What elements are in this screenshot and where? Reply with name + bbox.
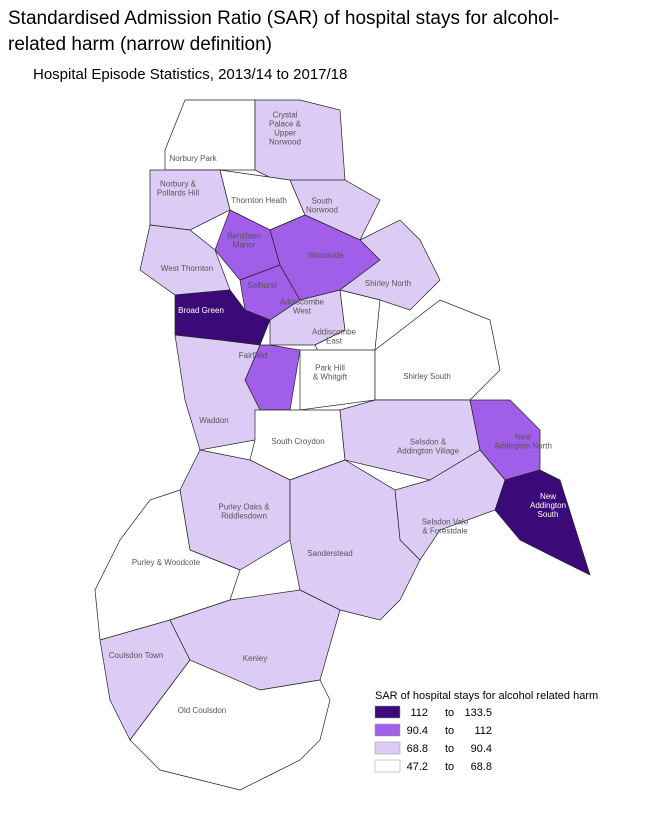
legend-swatch	[374, 705, 401, 719]
legend-connector: to	[445, 725, 454, 737]
ward-label: Addiscombe	[312, 328, 357, 337]
legend-title: SAR of hospital stays for alcohol relate…	[375, 690, 598, 702]
ward-label: Norwood	[269, 138, 301, 147]
ward	[374, 299, 501, 401]
ward	[139, 224, 231, 296]
legend-to: 133.5	[464, 707, 492, 719]
ward-label: Coulsdon Town	[109, 651, 164, 660]
ward-label: Sanderstead	[307, 549, 352, 558]
ward-label: Purley & Woodcote	[132, 558, 201, 567]
title-line: related harm (narrow definition)	[8, 34, 272, 55]
ward-label: Pollards Hill	[157, 189, 199, 198]
ward-label: Fairfield	[239, 351, 267, 360]
ward-label: New	[540, 492, 556, 501]
ward	[149, 169, 231, 231]
ward-label: South Croydon	[271, 437, 324, 446]
subtitle: Hospital Episode Statistics, 2013/14 to …	[33, 66, 347, 83]
ward-label: South	[312, 197, 333, 206]
ward-label: Norbury Park	[169, 154, 217, 163]
ward-label: East	[326, 337, 343, 346]
ward-label: Bensham	[227, 232, 261, 241]
ward-label: West Thornton	[161, 264, 213, 273]
ward-label: Old Coulsdon	[178, 706, 226, 715]
ward-label: Riddlesdown	[221, 512, 267, 521]
ward-label: Selsdon &	[410, 438, 447, 447]
ward-label: & Forestdale	[422, 527, 468, 536]
legend-to: 68.8	[471, 761, 492, 773]
legend-swatch	[374, 759, 401, 773]
ward-label: Thornton Heath	[231, 196, 287, 205]
title-line: Standardised Admission Ratio (SAR) of ho…	[8, 8, 559, 29]
ward-label: Manor	[233, 241, 256, 250]
legend-from: 68.8	[407, 743, 428, 755]
ward-label: West	[293, 307, 312, 316]
legend-from: 90.4	[407, 725, 428, 737]
ward-label: Broad Green	[178, 306, 224, 315]
ward-label: Purley Oaks &	[218, 503, 270, 512]
legend-swatch	[374, 723, 401, 737]
ward-label: New	[515, 433, 531, 442]
legend-to: 112	[474, 725, 492, 737]
ward-label: Upper	[274, 129, 296, 138]
legend: 112 to 133.5 90.4 to 112 68.8 to 90.4 47.2 to 68.8	[374, 705, 492, 773]
ward-label: Selsdon Vale	[422, 518, 469, 527]
ward	[339, 219, 441, 311]
wards	[94, 99, 591, 791]
legend-swatch	[374, 741, 401, 755]
ward-label: Selhurst	[247, 281, 277, 290]
ward-label: Woodside	[308, 251, 344, 260]
legend-to: 90.4	[471, 743, 492, 755]
ward-label: Palace &	[269, 120, 302, 129]
legend-connector: to	[445, 743, 454, 755]
ward-label: Norwood	[306, 206, 338, 215]
ward-label: Park Hill	[315, 364, 345, 373]
ward-label: Shirley South	[403, 372, 451, 381]
ward-label: & Whitgift	[313, 373, 348, 382]
ward-label: Norbury &	[160, 180, 197, 189]
ward-label: Addington	[530, 501, 566, 510]
ward-label: Crystal	[273, 111, 298, 120]
ward	[494, 469, 591, 576]
legend-connector: to	[445, 707, 454, 719]
ward	[289, 179, 381, 241]
ward	[289, 459, 421, 621]
legend-connector: to	[445, 761, 454, 773]
ward-label: Addiscombe	[280, 298, 325, 307]
ward-label: South	[538, 510, 559, 519]
legend-from: 47.2	[407, 761, 428, 773]
ward-label: Kenley	[243, 654, 267, 663]
ward-label: Addington North	[494, 442, 552, 451]
legend-from: 112	[410, 707, 428, 719]
ward-label: Addington Village	[397, 447, 460, 456]
ward-label: Shirley North	[365, 279, 411, 288]
ward-label: Waddon	[199, 416, 229, 425]
ward	[129, 659, 331, 791]
